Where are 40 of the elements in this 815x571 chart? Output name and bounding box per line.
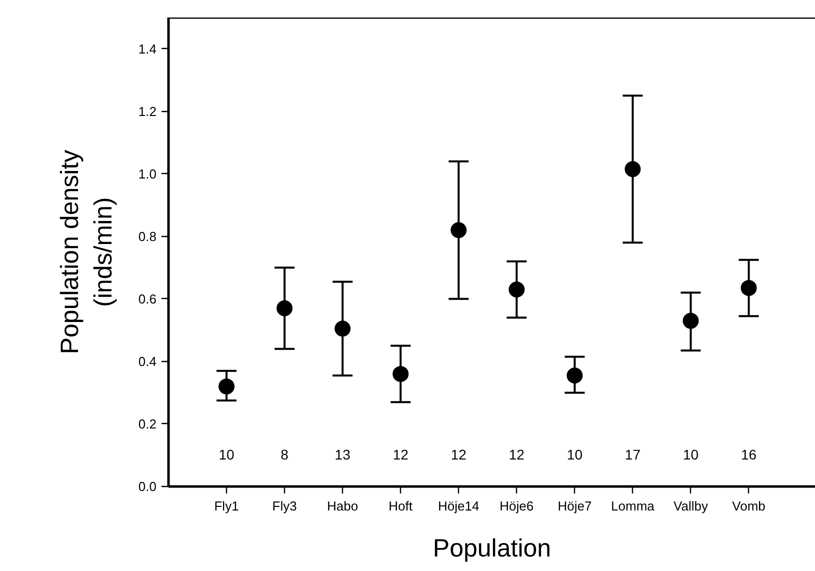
point bbox=[624, 161, 641, 178]
point bbox=[682, 312, 699, 329]
y-tick-label: 1.4 bbox=[138, 41, 157, 56]
point bbox=[334, 320, 351, 337]
x-tick-label: Höje7 bbox=[558, 498, 592, 514]
x-tick-label: Höje14 bbox=[438, 498, 480, 514]
y-tick-label: 0.6 bbox=[138, 291, 157, 306]
annotation: 12 bbox=[450, 446, 467, 463]
x-tick-label: Fly1 bbox=[214, 498, 239, 514]
annotation: 10 bbox=[682, 446, 699, 463]
y-tick-label: 1.2 bbox=[138, 104, 157, 119]
y-tick-label: 0.8 bbox=[138, 228, 157, 244]
annotation: 12 bbox=[508, 446, 525, 463]
y-tick-label: 0.2 bbox=[138, 416, 157, 432]
point bbox=[276, 300, 293, 316]
point bbox=[450, 222, 467, 238]
annotation: 10 bbox=[218, 446, 235, 463]
point bbox=[508, 282, 525, 298]
annotation: 12 bbox=[392, 446, 409, 463]
annotation: 16 bbox=[740, 446, 757, 463]
y-tick-label: 1.0 bbox=[138, 166, 157, 182]
annotation: 13 bbox=[334, 446, 351, 463]
annotation: 8 bbox=[280, 446, 289, 463]
x-tick-label: Fly3 bbox=[272, 498, 297, 514]
annotation: 10 bbox=[566, 446, 583, 463]
annotation: 17 bbox=[624, 446, 641, 463]
x-tick-label: Höje6 bbox=[500, 498, 534, 514]
x-tick-label: Vallby bbox=[674, 498, 708, 514]
x-tick-label: Hoft bbox=[388, 498, 413, 514]
point bbox=[740, 280, 757, 296]
x-tick-label: Vomb bbox=[732, 498, 766, 514]
y-tick-label: 0.4 bbox=[138, 354, 157, 369]
point bbox=[566, 368, 583, 384]
x-tick-label: Lomma bbox=[611, 498, 656, 514]
x-axis-title: Population bbox=[432, 534, 552, 562]
x-tick-label: Habo bbox=[327, 498, 358, 514]
point bbox=[392, 366, 409, 382]
y-tick-label: 0.0 bbox=[138, 479, 157, 494]
y-axis-title: Population density (inds/min) bbox=[56, 149, 118, 354]
point bbox=[218, 378, 235, 394]
